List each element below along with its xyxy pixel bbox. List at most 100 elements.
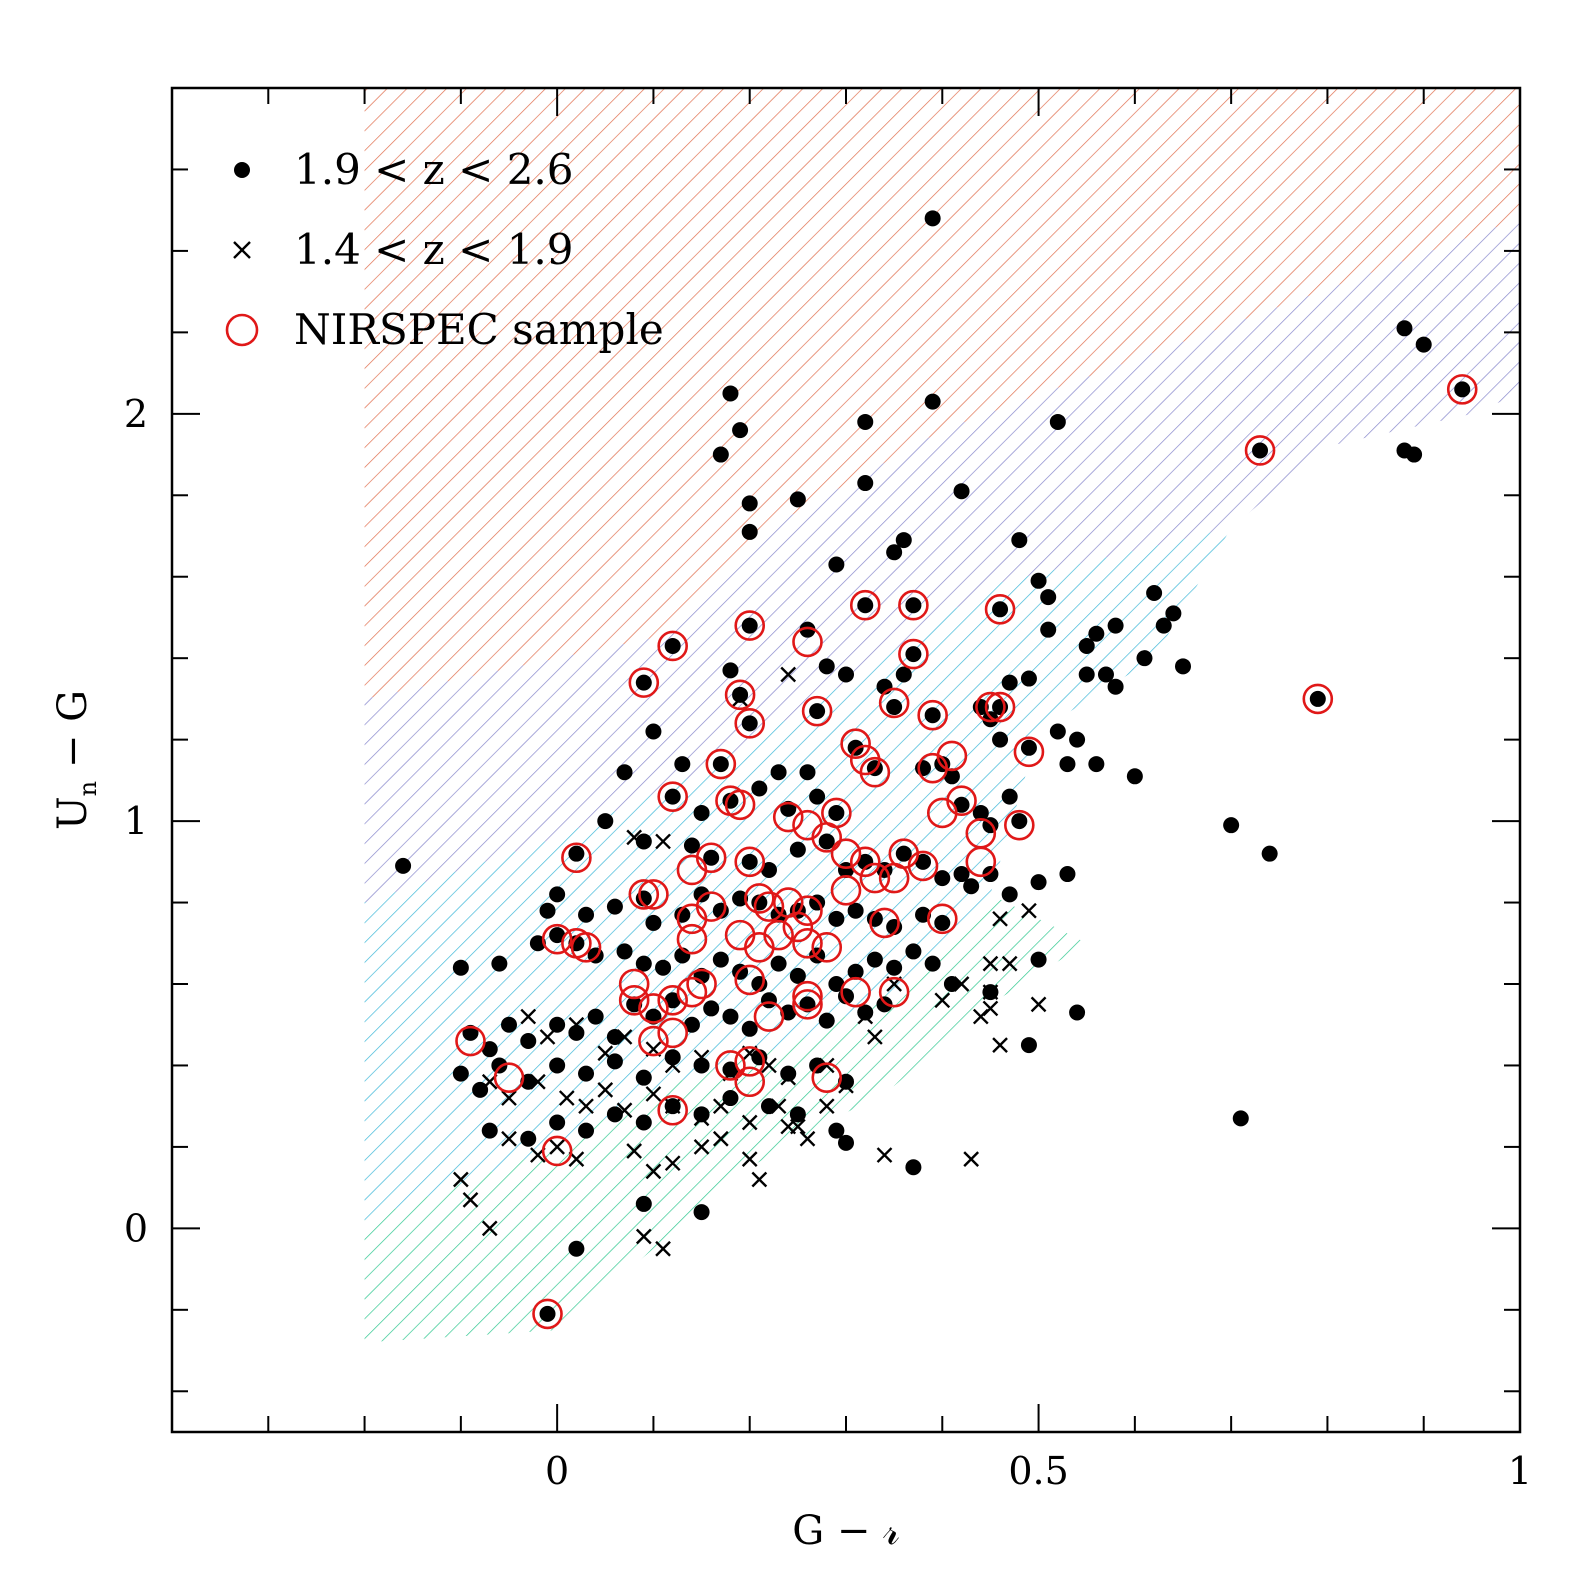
dot-point	[1049, 723, 1066, 740]
dot-point	[549, 927, 566, 944]
cross-point	[501, 1090, 517, 1106]
circle-point	[792, 980, 823, 1012]
circle-point	[724, 679, 756, 711]
cross-point	[616, 1029, 633, 1045]
dot-point	[395, 857, 412, 874]
dot-point	[1040, 621, 1057, 638]
y-tick-label: 1	[124, 799, 148, 843]
cross-point	[992, 1037, 1008, 1053]
dot-point	[953, 796, 970, 813]
dot-point	[481, 1122, 498, 1139]
dot-point	[953, 866, 970, 883]
dot-point	[905, 943, 922, 960]
dot-point	[655, 959, 672, 976]
dot-point	[549, 1016, 566, 1033]
dot-point	[712, 756, 729, 773]
circle-point	[830, 838, 862, 869]
dot-point	[597, 813, 614, 830]
dot-point	[703, 849, 720, 866]
circle-point	[782, 911, 814, 943]
dot-point	[847, 902, 864, 919]
dot-point	[520, 1033, 537, 1050]
cross-point	[818, 1098, 835, 1115]
cross-point	[462, 1192, 479, 1208]
circle-point	[561, 842, 592, 874]
dot-point	[857, 413, 874, 430]
cross-point	[741, 1114, 758, 1131]
cross-point	[597, 1045, 614, 1062]
dot-point	[645, 723, 662, 740]
cross-point	[655, 833, 671, 850]
dot-point	[578, 1065, 595, 1082]
dot-point	[780, 1065, 797, 1082]
circle-point	[878, 976, 910, 1008]
circle-point	[541, 1135, 573, 1167]
circle-point	[638, 879, 669, 910]
dot-point	[481, 1041, 498, 1058]
cross-point	[867, 1029, 883, 1045]
cross-point	[1030, 996, 1047, 1013]
circle-point	[811, 1062, 843, 1093]
dot-point	[828, 804, 845, 821]
dot-point	[568, 1024, 585, 1041]
dot-point	[847, 963, 864, 980]
y-axis-title-subscript: n	[74, 781, 102, 796]
legend-entry-circle: NIRSPEC sample	[225, 305, 664, 354]
legend-entry-cross: 1.4 < z < 1.9	[233, 225, 574, 274]
dot-point	[828, 1122, 845, 1139]
dot-point	[886, 544, 903, 561]
cross-point	[568, 1016, 585, 1033]
circle-point	[1446, 374, 1478, 405]
dot-point	[616, 943, 633, 960]
circle-point	[638, 993, 669, 1024]
dot-point	[963, 878, 980, 895]
circle-point	[926, 903, 958, 935]
cross-point	[741, 1151, 758, 1167]
dot-point	[943, 768, 960, 785]
cross-point	[751, 1171, 768, 1188]
legend-label: NIRSPEC sample	[294, 305, 664, 354]
dot-point	[732, 890, 749, 907]
circle-point	[1302, 683, 1334, 715]
dot-point	[1059, 866, 1076, 883]
dot-point	[741, 1020, 758, 1037]
circle-point	[734, 610, 766, 641]
circle-point	[724, 789, 756, 821]
cross-point	[770, 1098, 787, 1115]
cross-point	[626, 829, 643, 846]
circle-point	[763, 919, 794, 951]
dot-point	[452, 1065, 469, 1082]
series-circle	[455, 374, 1478, 1330]
dot-point	[732, 422, 749, 439]
dot-point	[635, 1069, 652, 1086]
cross-point	[693, 1110, 710, 1127]
dot-point	[1020, 670, 1037, 687]
selection-region-3	[364, 894, 1087, 1343]
circle-point	[657, 781, 688, 812]
dot-point	[1309, 690, 1326, 707]
dot-point	[857, 1004, 874, 1021]
cross-point	[857, 1008, 874, 1025]
circle-point	[1004, 809, 1035, 841]
cross-point	[712, 1130, 729, 1147]
dot-point	[789, 1106, 806, 1123]
dot-point	[664, 637, 681, 654]
cross-point	[963, 1151, 980, 1167]
dot-point	[838, 666, 854, 683]
circle-point	[917, 699, 948, 731]
circle-point	[628, 667, 660, 698]
dot-point	[712, 446, 729, 463]
circle-point	[753, 891, 785, 922]
cross-point	[635, 1228, 652, 1245]
circle-point	[638, 1025, 669, 1057]
circle-point	[859, 862, 891, 894]
dot-point	[741, 853, 758, 870]
cross-point	[655, 1240, 671, 1257]
dot-point	[1030, 951, 1047, 968]
dot-point	[1175, 658, 1191, 675]
dot-point	[722, 662, 739, 679]
dot-point	[693, 804, 710, 821]
circle-point	[657, 630, 688, 662]
dot-point	[818, 658, 835, 675]
dot-point	[828, 556, 845, 573]
